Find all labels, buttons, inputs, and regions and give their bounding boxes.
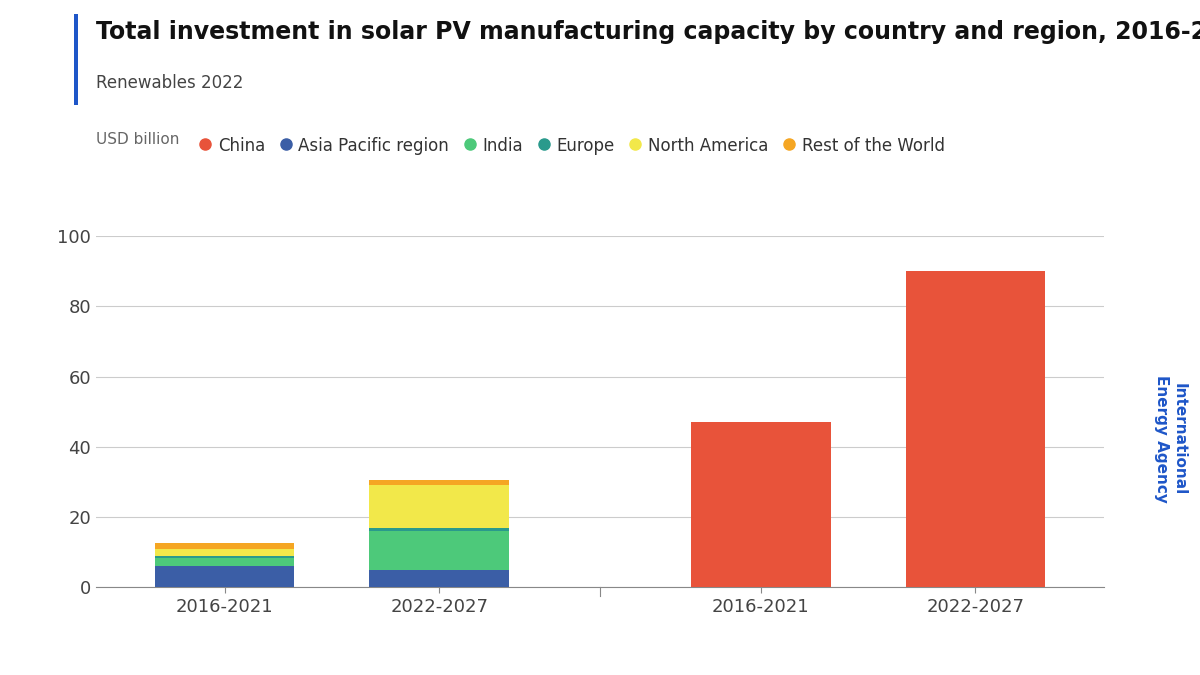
Bar xyxy=(155,566,294,587)
Bar xyxy=(691,423,830,587)
Bar xyxy=(155,558,294,566)
Bar xyxy=(370,528,509,531)
Bar xyxy=(370,480,509,485)
Text: International
Energy Agency: International Energy Agency xyxy=(1154,375,1187,503)
Bar xyxy=(370,531,509,570)
Text: Total investment in solar PV manufacturing capacity by country and region, 2016-: Total investment in solar PV manufacturi… xyxy=(96,20,1200,45)
Text: USD billion: USD billion xyxy=(96,132,179,146)
Bar xyxy=(370,485,509,528)
Text: Renewables 2022: Renewables 2022 xyxy=(96,74,244,92)
Bar xyxy=(155,556,294,558)
Bar xyxy=(155,549,294,556)
Bar xyxy=(370,570,509,587)
Bar xyxy=(155,543,294,549)
Legend: China, Asia Pacific region, India, Europe, North America, Rest of the World: China, Asia Pacific region, India, Europ… xyxy=(194,130,952,161)
Bar xyxy=(906,271,1045,587)
